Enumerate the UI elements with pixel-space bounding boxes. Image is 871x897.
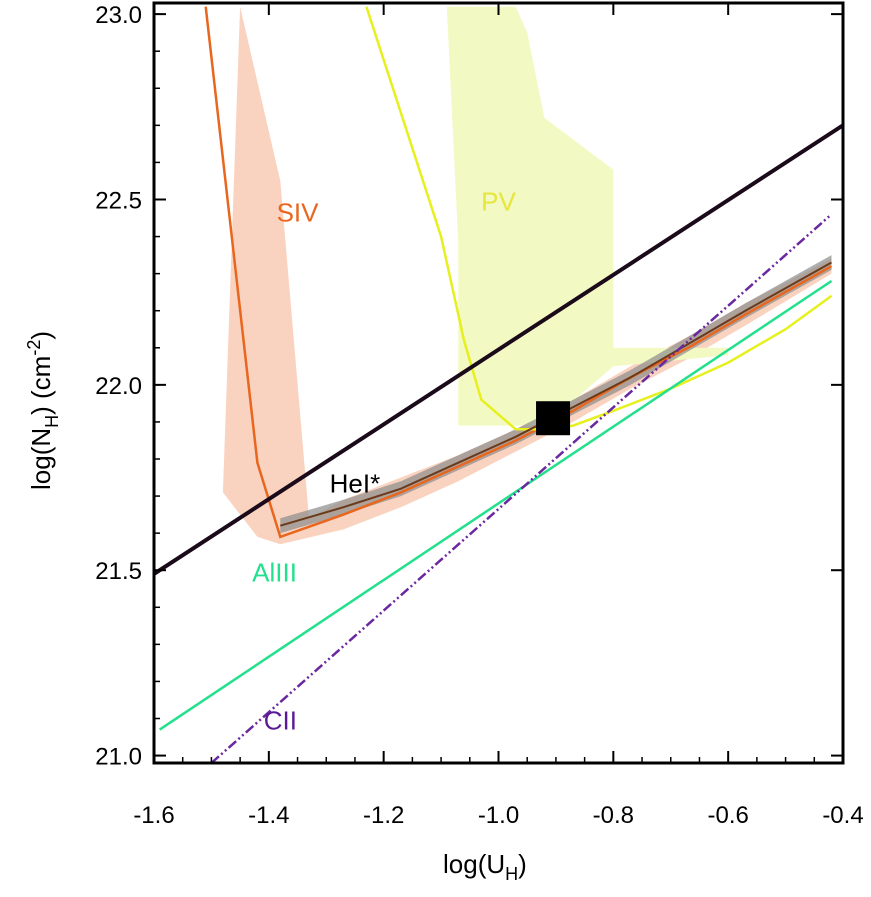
cii-line — [210, 213, 833, 763]
y-tick-label: 23.0 — [95, 2, 142, 29]
ion-label: CII — [264, 706, 297, 736]
hei-band — [280, 255, 832, 534]
plot-content: SIV PV HeI* AlIII CII — [154, 6, 843, 763]
ion-label: SIV — [277, 198, 320, 228]
y-tick-label: 21.0 — [95, 744, 142, 771]
ion-label: PV — [481, 187, 516, 217]
thick-line — [154, 123, 843, 576]
x-tick-label: -1.6 — [133, 802, 174, 829]
aliii-line — [159, 279, 833, 731]
solution-marker — [536, 401, 571, 436]
siv-line — [204, 6, 833, 539]
x-tick-label: -1.0 — [478, 802, 519, 829]
y-axis-title: log(NH) (cm-2) — [24, 331, 62, 490]
ion-label: AlIII — [252, 557, 297, 587]
x-tick-label: -1.4 — [248, 802, 289, 829]
x-tick-label: -1.2 — [363, 802, 404, 829]
x-tick-label: -0.4 — [822, 802, 863, 829]
pv-band — [366, 6, 729, 426]
y-tick-label: 21.5 — [95, 558, 142, 585]
ion-label: HeI* — [330, 468, 381, 498]
ticks: -1.6 -1.4 -1.2 -1.0 -0.8 -0.6 -0.4 21.0 21.5 22.0… — [95, 2, 863, 829]
x-axis-title: log(UH) — [443, 849, 527, 884]
y-tick-label: 22.5 — [95, 187, 142, 214]
x-tick-label: -0.8 — [593, 802, 634, 829]
x-tick-label: -0.6 — [707, 802, 748, 829]
y-tick-label: 22.0 — [95, 373, 142, 400]
